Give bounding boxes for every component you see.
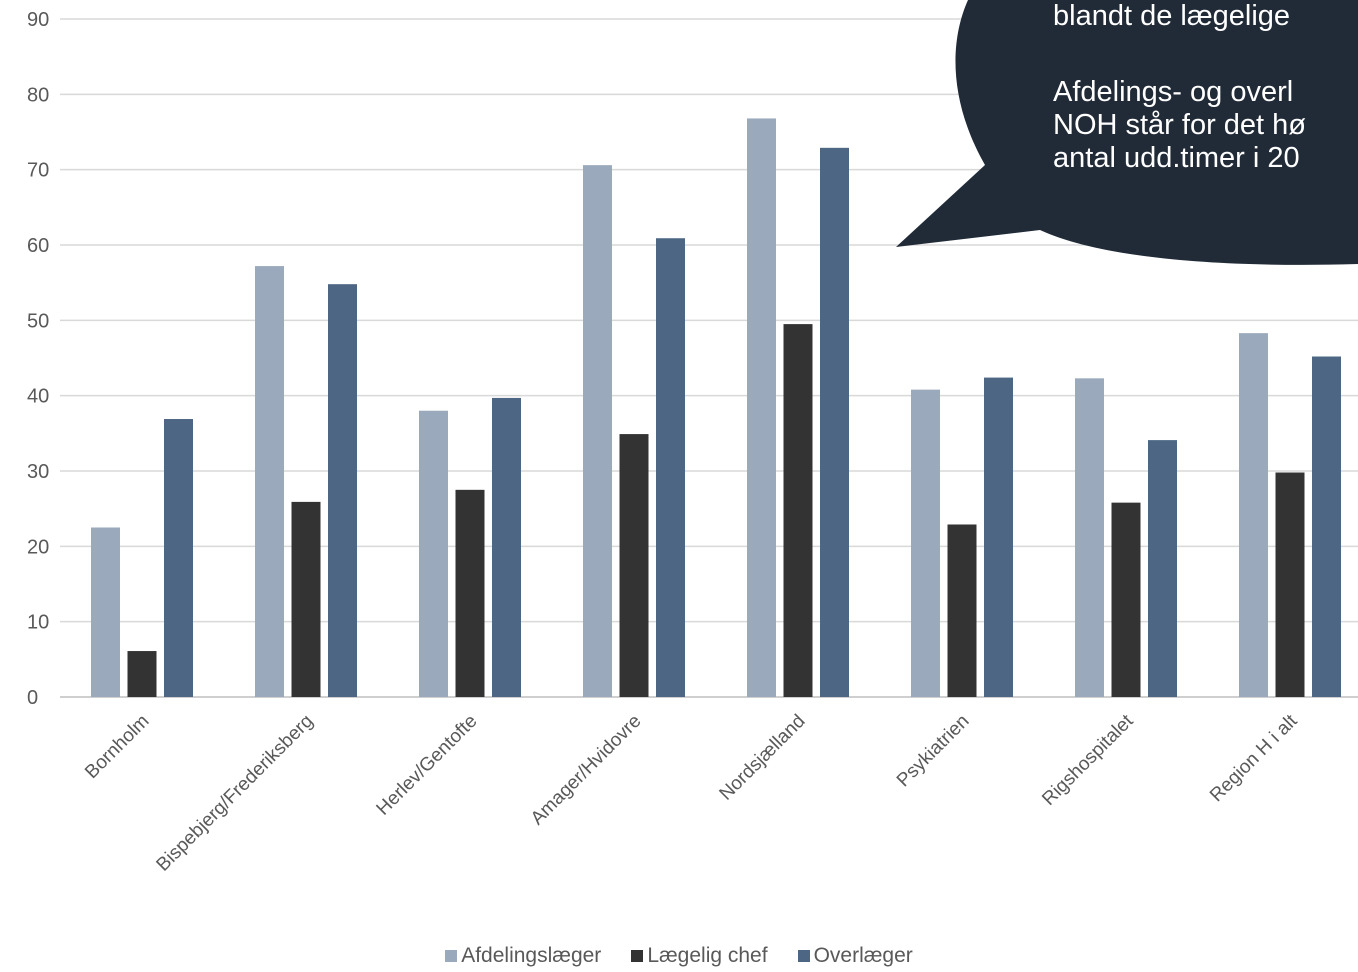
bar	[619, 434, 649, 697]
bar	[911, 389, 940, 697]
legend-label: Overlæger	[813, 944, 913, 967]
bar	[783, 324, 813, 697]
x-category-label: Region H i alt	[1206, 710, 1302, 806]
bars	[91, 118, 1341, 697]
y-tick-label: 60	[27, 235, 49, 257]
y-tick-label: 0	[27, 687, 38, 709]
y-tick-label: 40	[27, 386, 49, 408]
y-tick-label: 10	[27, 612, 49, 634]
bar	[1075, 378, 1104, 697]
x-category-label: Psykiatrien	[893, 711, 974, 792]
bar	[747, 118, 776, 697]
callout-line: NOH står for det hø	[1053, 109, 1307, 141]
callout-line: antal udd.timer i 20	[1053, 142, 1300, 174]
legend-item: Afdelingslæger	[445, 944, 601, 968]
x-category-label: Amager/Hvidovre	[527, 711, 646, 830]
bar	[91, 527, 120, 697]
x-category-label: Bispebjerg/Frederiksberg	[153, 711, 318, 876]
x-axis-categories: Bornholm Bispebjerg/Frederiksberg Herlev/G…	[81, 710, 1302, 875]
callout-text: blandt de lægelige Afdelings- og overl N…	[1053, 0, 1358, 230]
bar	[583, 165, 612, 697]
bar	[328, 284, 357, 697]
y-tick-label: 80	[27, 84, 49, 106]
x-category-label: Herlev/Gentofte	[373, 711, 482, 820]
bar	[1111, 502, 1141, 697]
bar	[1239, 333, 1268, 697]
bar	[1312, 356, 1341, 697]
bar	[164, 419, 193, 697]
bar	[455, 489, 485, 697]
bar	[1275, 472, 1305, 697]
legend-swatch	[445, 950, 458, 962]
legend-swatch	[631, 950, 644, 962]
bar	[656, 238, 685, 697]
bar	[419, 410, 448, 697]
bar	[820, 147, 849, 697]
callout-bubble	[896, 0, 1358, 265]
legend-swatch	[797, 950, 810, 962]
bar	[1148, 440, 1177, 697]
callout-line: Afdelings- og overl	[1053, 76, 1294, 108]
y-tick-label: 30	[27, 461, 49, 483]
legend-label: Afdelingslæger	[461, 944, 602, 967]
legend: Afdelingslæger Lægelig chef Overlæger	[0, 944, 1358, 968]
legend-item: Overlæger	[797, 944, 913, 968]
callout-line: blandt de lægelige	[1053, 0, 1291, 32]
legend-item: Lægelig chef	[631, 944, 768, 968]
bar	[255, 266, 284, 697]
y-tick-label: 90	[27, 9, 49, 31]
bar	[947, 524, 977, 697]
bar	[984, 377, 1013, 697]
y-tick-label: 20	[27, 536, 49, 558]
x-category-label: Bornholm	[81, 711, 153, 783]
y-tick-label: 50	[27, 310, 49, 332]
bar	[291, 501, 321, 697]
x-category-label: Nordsjælland	[716, 711, 810, 805]
legend-label: Lægelig chef	[647, 944, 768, 967]
bar	[492, 397, 521, 697]
y-tick-label: 70	[27, 160, 49, 182]
x-category-label: Rigshospitalet	[1038, 710, 1138, 810]
y-axis-ticks: 0 10 20 30 40 50 60 70 80 90	[27, 9, 49, 709]
bar	[127, 651, 157, 697]
